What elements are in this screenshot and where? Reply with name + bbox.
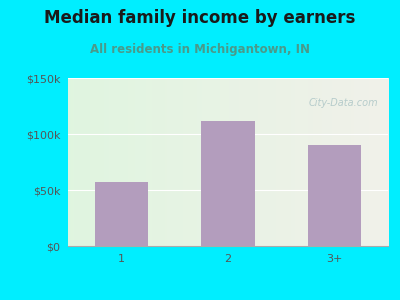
Bar	[308, 145, 361, 246]
Bar	[201, 121, 255, 246]
Text: Median family income by earners: Median family income by earners	[44, 9, 356, 27]
Bar	[95, 182, 148, 246]
Text: City-Data.com: City-Data.com	[309, 98, 378, 108]
Text: All residents in Michigantown, IN: All residents in Michigantown, IN	[90, 44, 310, 56]
